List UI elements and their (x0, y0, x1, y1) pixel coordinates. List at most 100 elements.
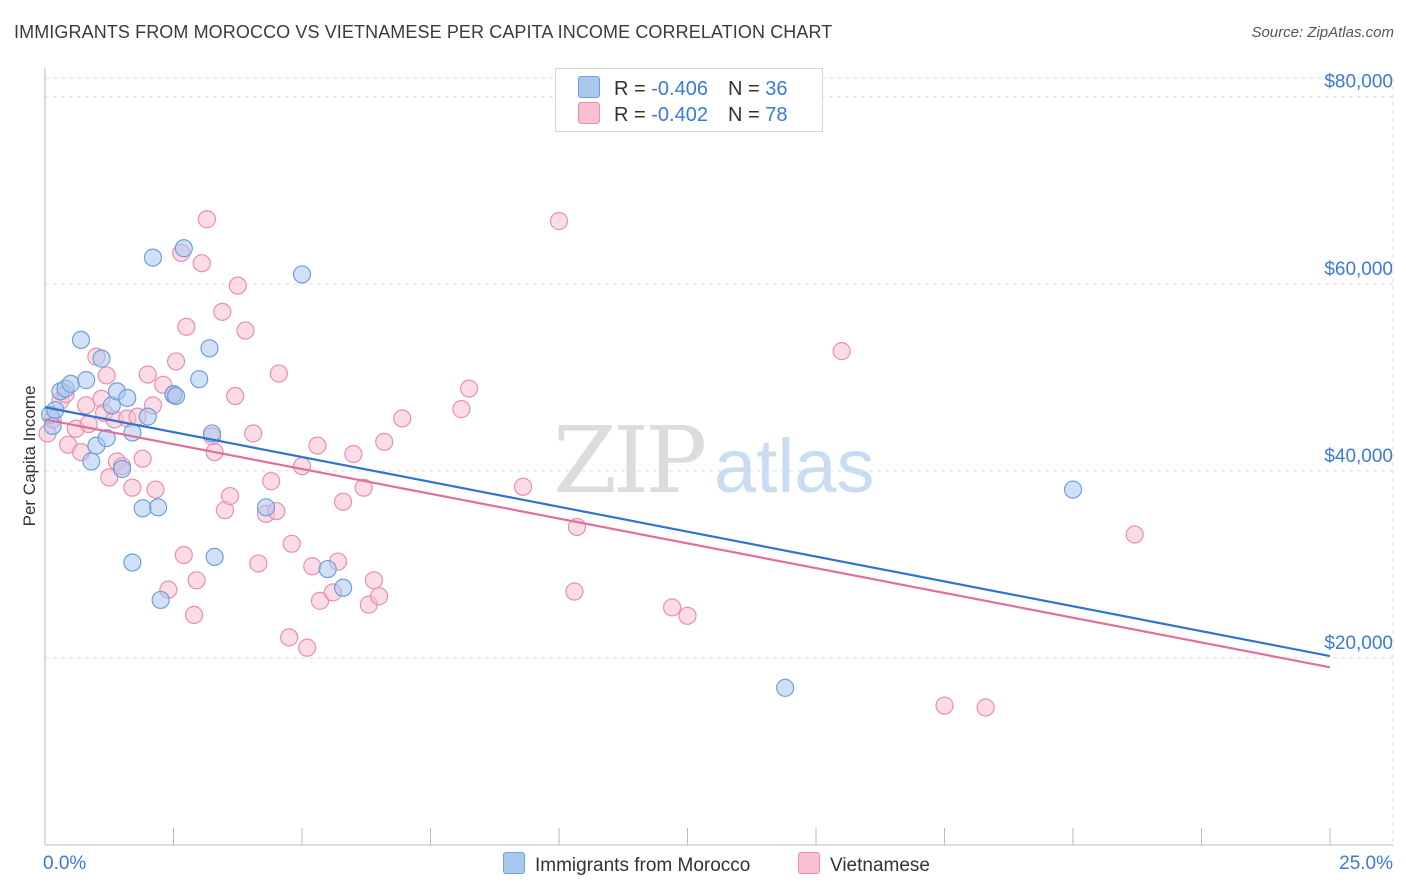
morocco-point (318, 559, 337, 579)
morocco-point (77, 371, 96, 390)
morocco-r-label: R = (614, 78, 652, 100)
vietnamese-point (174, 545, 193, 565)
legend-vietnamese-swatch (798, 852, 820, 874)
vietnamese-point (662, 598, 682, 617)
x-tick-label-max: 25.0% (1339, 853, 1393, 874)
legend-item-vietnamese[interactable]: Vietnamese (798, 852, 930, 877)
vietnamese-point (269, 364, 288, 383)
legend-row-vietnamese: R = -0.402 N = 78 (578, 102, 787, 128)
legend-vietnamese-label: Vietnamese (830, 855, 930, 876)
legend-morocco-label: Immigrants from Morocco (535, 855, 751, 876)
vietnamese-point (370, 587, 389, 606)
morocco-point (123, 553, 142, 572)
vietnamese-point (197, 210, 217, 229)
vietnamese-point (192, 254, 211, 273)
vietnamese-point (280, 628, 299, 647)
vietnamese-point (393, 409, 412, 428)
vietnamese-point (228, 276, 247, 295)
legend-morocco-swatch (503, 852, 525, 874)
morocco-point (205, 547, 224, 567)
vietnamese-point (282, 534, 301, 553)
vietnamese-point (452, 400, 471, 419)
vietnamese-point (1125, 525, 1144, 544)
vietnamese-point (832, 342, 851, 361)
vietnamese-point (935, 696, 954, 715)
vietnamese-point (133, 449, 152, 468)
correlation-legend: R = -0.406 N = 36 R = -0.402 N = 78 (555, 68, 823, 132)
morocco-trend-line (44, 406, 1331, 658)
morocco-n-value: 36 (765, 78, 788, 100)
vietnamese-point (298, 638, 317, 657)
morocco-point (200, 339, 219, 358)
morocco-point (97, 429, 116, 448)
morocco-point (118, 388, 137, 407)
y-tick-label: $60,000 (1324, 259, 1393, 280)
vietnamese-r-value: -0.402 (651, 104, 708, 126)
y-tick-label: $20,000 (1324, 633, 1393, 654)
source-label: Source: ZipAtlas.com (1251, 24, 1394, 41)
morocco-point (151, 590, 170, 610)
morocco-point (133, 499, 152, 518)
vietnamese-point (236, 321, 255, 340)
vietnamese-point (166, 352, 186, 371)
legend-item-morocco[interactable]: Immigrants from Morocco (503, 852, 750, 877)
morocco-point (143, 248, 163, 267)
morocco-point (292, 265, 312, 284)
vietnamese-point (146, 480, 165, 499)
vietnamese-point (334, 492, 353, 511)
vietnamese-point (220, 487, 240, 506)
label-layer: Per Capita Income $20,000 $40,000 $60,000 $… (20, 72, 1393, 874)
vietnamese-point (549, 212, 569, 231)
y-tick-label: $80,000 (1324, 72, 1393, 93)
vietnamese-point (292, 457, 312, 476)
vietnamese-point (213, 302, 232, 321)
morocco-point (166, 386, 186, 406)
vietnamese-point (123, 478, 142, 497)
vietnamese-point (364, 571, 384, 590)
morocco-point (92, 349, 111, 368)
watermark: ZIP atlas (553, 407, 875, 514)
vietnamese-point (375, 432, 394, 451)
vietnamese-point (459, 379, 479, 398)
vietnamese-swatch (578, 102, 600, 124)
vietnamese-point (513, 477, 533, 496)
vietnamese-point (565, 582, 584, 601)
vietnamese-point (226, 386, 245, 406)
vietnamese-point (310, 591, 330, 610)
morocco-point (71, 330, 91, 350)
y-tick-label: $40,000 (1324, 446, 1393, 467)
trend-layer (44, 406, 1331, 669)
morocco-point (174, 239, 193, 258)
vietnamese-point (177, 317, 196, 336)
morocco-n-label: N = (727, 78, 766, 100)
vietnamese-point (249, 554, 268, 573)
vietnamese-trend-line (44, 418, 1331, 669)
x-tick-label-min: 0.0% (43, 853, 86, 874)
vietnamese-point (354, 478, 373, 497)
vietnamese-point (678, 606, 697, 625)
y-axis-title: Per Capita Income (20, 386, 39, 527)
morocco-point (256, 498, 276, 517)
axis-layer (44, 68, 1393, 846)
vietnamese-point (303, 557, 322, 576)
morocco-point (112, 459, 132, 479)
morocco-point (82, 452, 101, 471)
morocco-point (190, 370, 209, 389)
morocco-point (334, 578, 353, 597)
vietnamese-point (344, 444, 363, 464)
legend-row-morocco: R = -0.406 N = 36 (578, 76, 787, 102)
vietnamese-point (184, 605, 204, 625)
points-layer (38, 210, 1144, 717)
morocco-point (1063, 480, 1083, 499)
morocco-point (148, 498, 168, 517)
morocco-r-value: -0.406 (651, 78, 708, 100)
morocco-swatch (578, 76, 600, 98)
morocco-point (61, 374, 80, 393)
vietnamese-point (244, 424, 263, 443)
vietnamese-point (138, 365, 157, 384)
chart-title: IMMIGRANTS FROM MOROCCO VS VIETNAMESE PE… (14, 22, 833, 42)
vietnamese-point (77, 396, 96, 415)
vietnamese-point (262, 472, 281, 491)
vietnamese-point (187, 571, 206, 590)
